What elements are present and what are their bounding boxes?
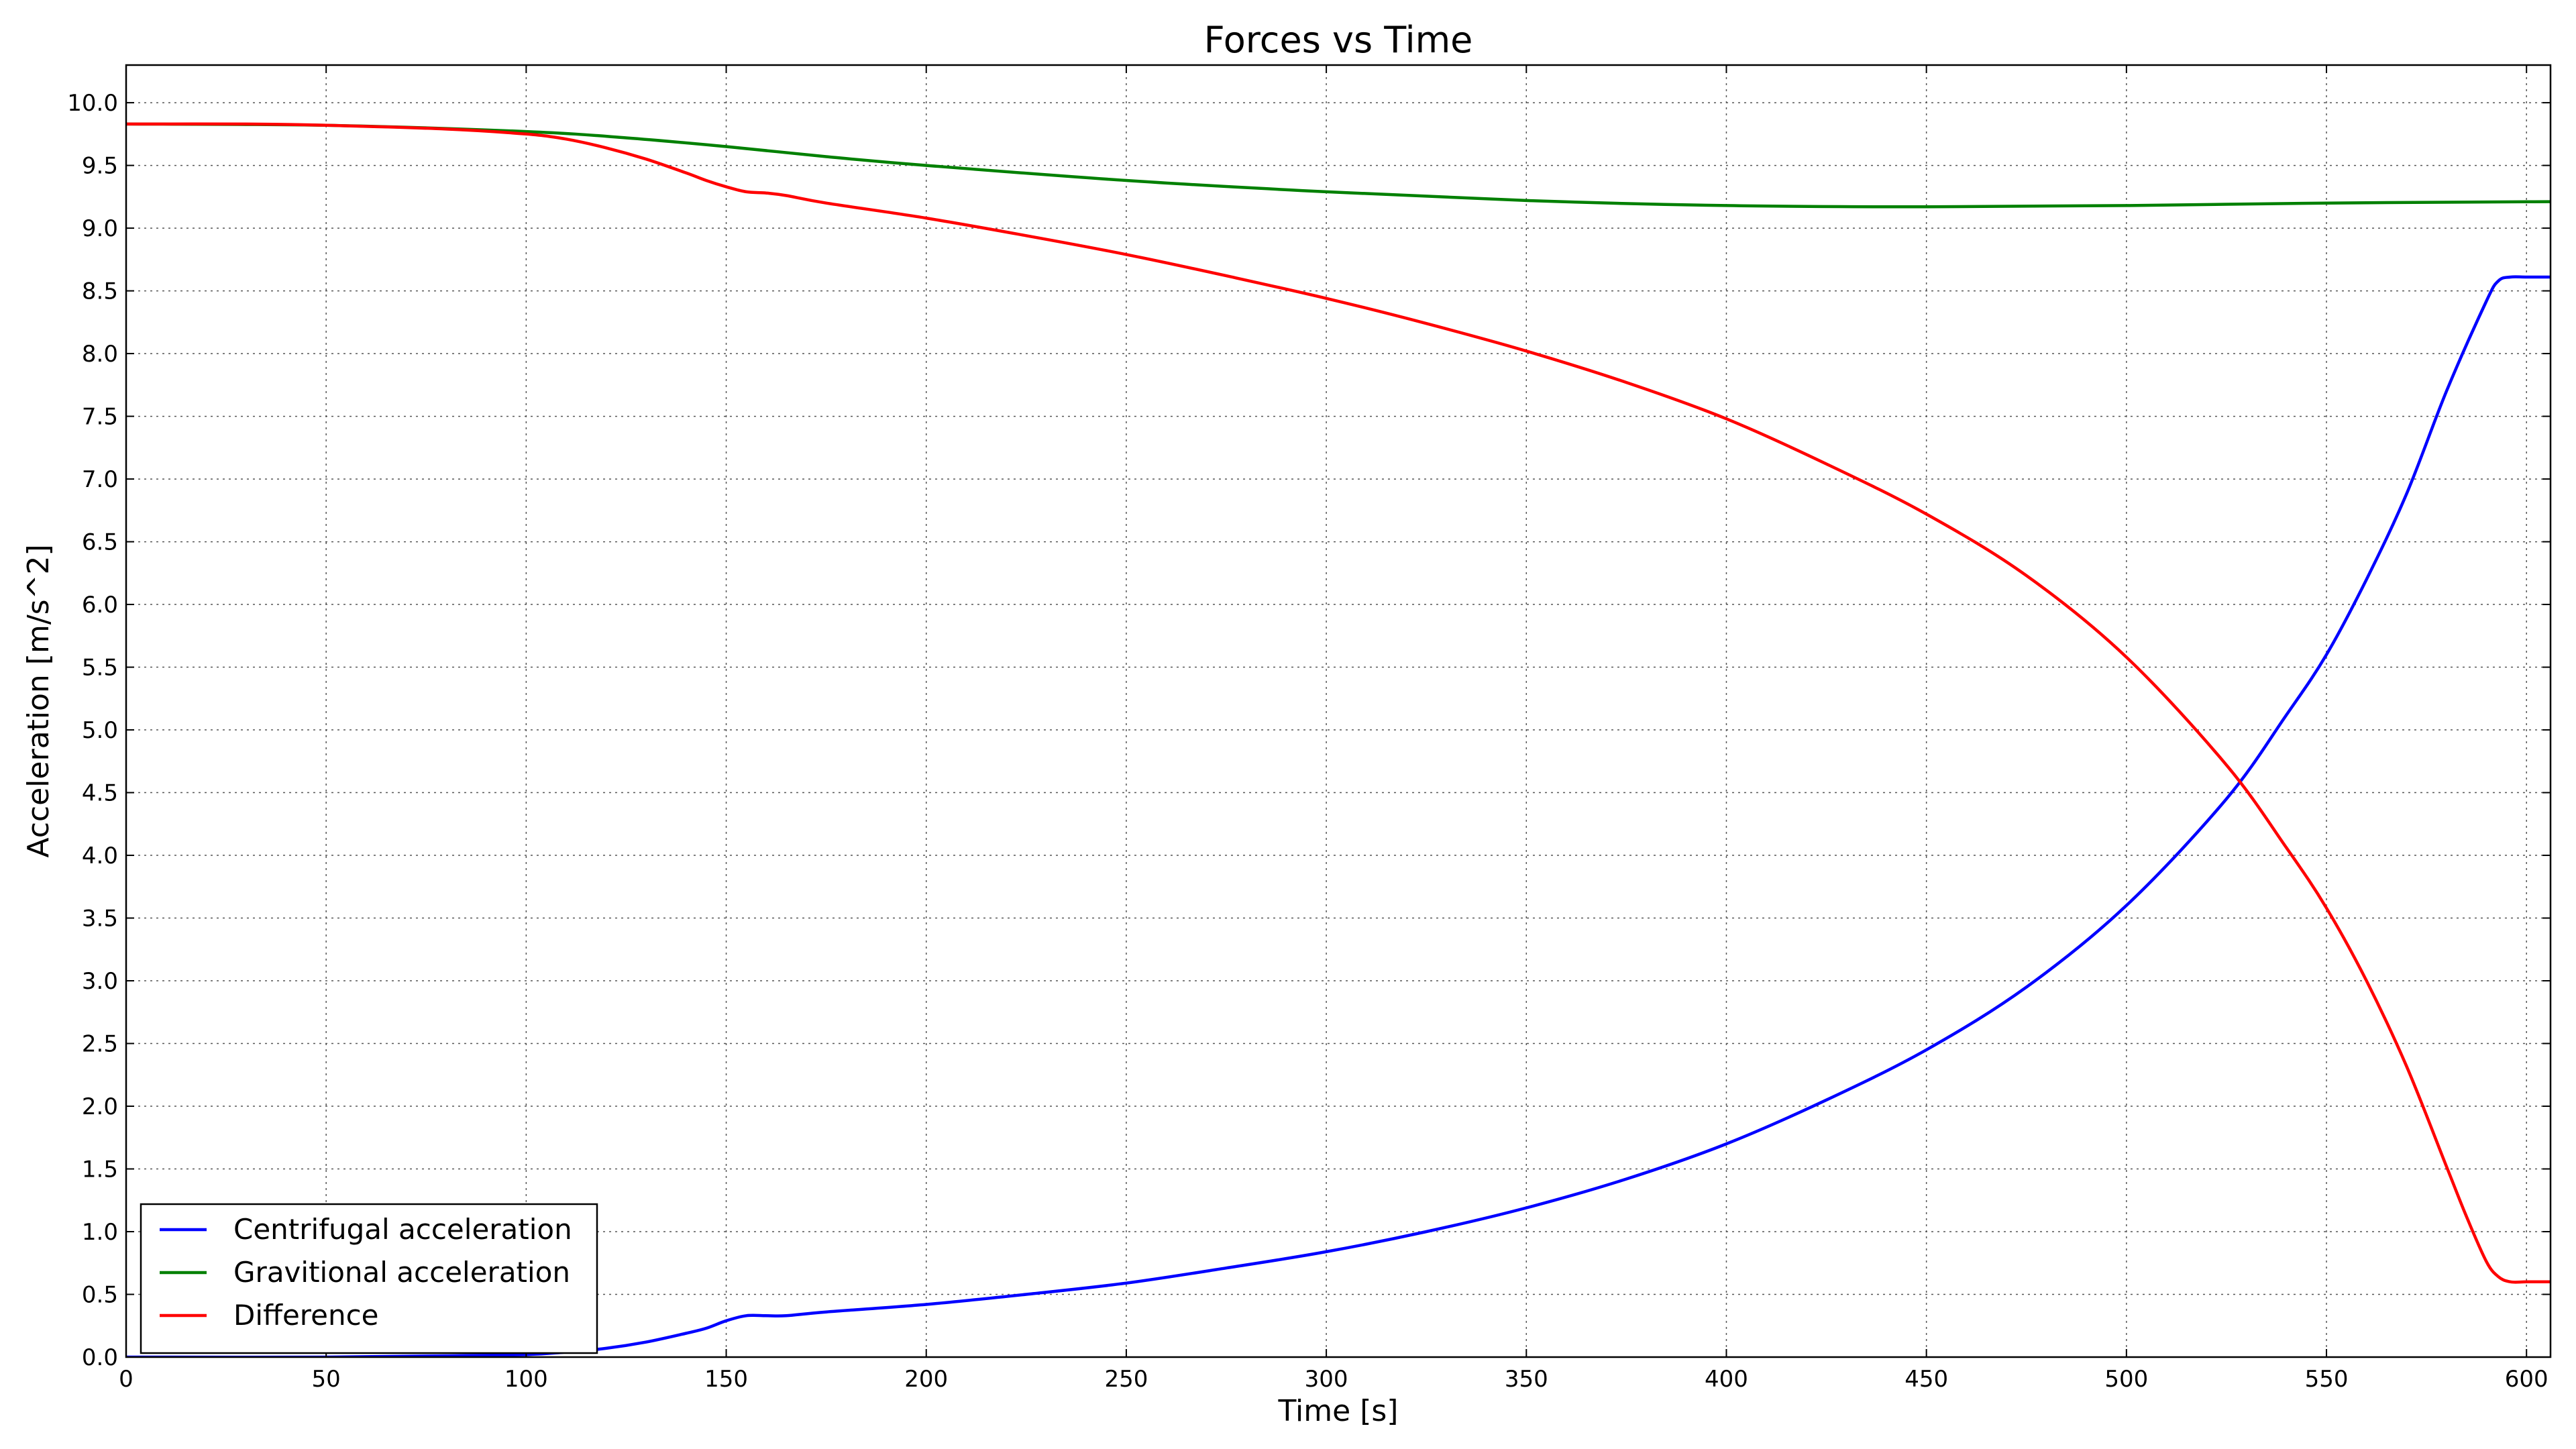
series-line-1 [126, 122, 2551, 209]
x-tick-label: 600 [2505, 1366, 2548, 1393]
y-tick-label: 7.0 [82, 466, 118, 493]
y-tick-label: 6.0 [82, 592, 118, 619]
y-tick-label: 10.0 [67, 90, 118, 117]
axis-ticks: 0 50 100 150 200 250 300 350 400 450 500 550 600 0.0 0… [67, 65, 2551, 1393]
y-tick-label: 8.5 [82, 278, 118, 305]
y-tick-label: 0.5 [82, 1282, 118, 1309]
legend-label: Centrifugal acceleration [233, 1213, 572, 1246]
plot-frame [125, 64, 2552, 1358]
y-tick-label: 2.5 [82, 1031, 118, 1058]
x-tick-label: 450 [1904, 1366, 1948, 1393]
y-tick-label: 3.0 [82, 968, 118, 995]
x-tick-label: 200 [904, 1366, 948, 1393]
x-tick-label: 50 [312, 1366, 341, 1393]
y-tick-label: 5.5 [82, 655, 118, 682]
y-tick-label: 4.0 [82, 843, 118, 869]
y-tick-label: 1.5 [82, 1157, 118, 1183]
y-tick-label: 6.5 [82, 529, 118, 556]
x-tick-label: 100 [504, 1366, 548, 1393]
x-tick-label: 350 [1505, 1366, 1548, 1393]
x-tick-label: 0 [119, 1366, 133, 1393]
x-tick-label: 550 [2305, 1366, 2349, 1393]
y-tick-label: 3.5 [82, 906, 118, 932]
y-tick-label: 4.5 [82, 780, 118, 807]
x-tick-label: 300 [1305, 1366, 1348, 1393]
series-line-0 [126, 275, 2551, 1357]
chart-title: Forces vs Time [1204, 19, 1473, 61]
x-tick-label: 500 [2104, 1366, 2148, 1393]
x-tick-label: 400 [1705, 1366, 1748, 1393]
y-tick-label: 1.0 [82, 1219, 118, 1246]
y-tick-label: 9.5 [82, 153, 118, 180]
y-tick-label: 9.0 [82, 215, 118, 242]
series-lines [126, 122, 2551, 1357]
y-axis-label: Acceleration [m/s^2] [21, 544, 56, 857]
series-line-2 [126, 122, 2551, 1284]
y-tick-label: 2.0 [82, 1093, 118, 1120]
legend-box [140, 1203, 598, 1354]
x-tick-label: 250 [1104, 1366, 1148, 1393]
legend-label: Difference [233, 1299, 379, 1332]
y-tick-label: 0.0 [82, 1344, 118, 1371]
legend: Centrifugal acceleration Gravitional acce… [140, 1203, 598, 1354]
grid-lines [126, 65, 2551, 1357]
y-tick-label: 8.0 [82, 341, 118, 368]
x-tick-label: 150 [704, 1366, 748, 1393]
legend-label: Gravitional acceleration [233, 1256, 570, 1289]
y-tick-label: 7.5 [82, 404, 118, 431]
x-axis-label: Time [s] [1278, 1394, 1399, 1428]
y-tick-label: 5.0 [82, 717, 118, 744]
